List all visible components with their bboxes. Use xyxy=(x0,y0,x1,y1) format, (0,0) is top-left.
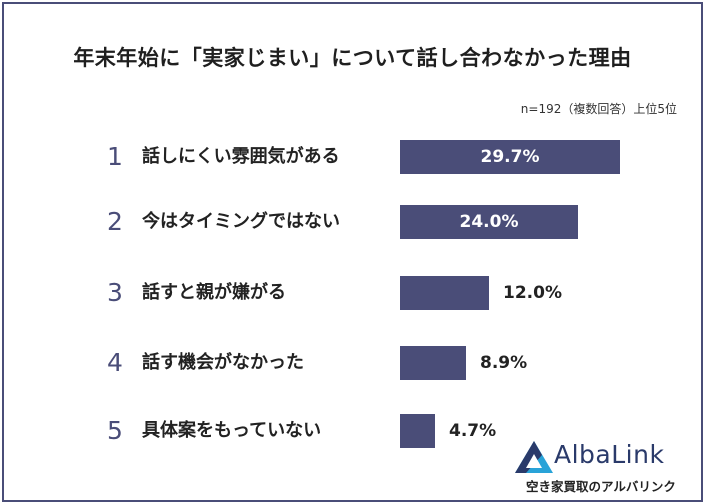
value-label: 29.7% xyxy=(480,147,540,167)
bar xyxy=(400,205,578,239)
bar xyxy=(400,346,466,380)
bar-row: 2 今はタイミングではない 24.0% xyxy=(4,202,701,242)
value-label: 4.7% xyxy=(449,421,497,441)
albalink-logo: AlbaLink 空き家買取のアルバリンク xyxy=(512,440,692,498)
value-label: 12.0% xyxy=(503,283,562,303)
value-label: 8.9% xyxy=(480,353,528,373)
bar-row: 5 具体案をもっていない 4.7% xyxy=(4,411,701,451)
bar-row: 4 話す機会がなかった 8.9% xyxy=(4,343,701,383)
bar-row: 1 話しにくい雰囲気がある 29.7% xyxy=(4,137,701,177)
bar xyxy=(400,414,435,448)
logo-name: AlbaLink xyxy=(554,440,665,469)
category-label: 具体案をもっていない xyxy=(142,420,322,441)
category-label: 話す機会がなかった xyxy=(142,352,304,373)
bar-row: 3 話すと親が嫌がる 12.0% xyxy=(4,273,701,313)
rank-number: 1 xyxy=(107,142,123,171)
logo-mark-icon xyxy=(515,441,553,473)
rank-number: 3 xyxy=(107,278,123,307)
bar xyxy=(400,140,620,174)
bar xyxy=(400,276,489,310)
category-label: 話すと親が嫌がる xyxy=(142,282,286,303)
category-label: 今はタイミングではない xyxy=(142,211,340,232)
value-label: 24.0% xyxy=(459,212,519,232)
rank-number: 5 xyxy=(107,416,123,445)
sample-note: n=192（複数回答）上位5位 xyxy=(520,102,677,116)
logo-subtitle: 空き家買取のアルバリンク xyxy=(526,479,676,494)
rank-number: 2 xyxy=(107,207,123,236)
chart-title: 年末年始に「実家じまい」について話し合わなかった理由 xyxy=(73,46,632,70)
category-label: 話しにくい雰囲気がある xyxy=(142,146,340,167)
rank-number: 4 xyxy=(107,348,123,377)
